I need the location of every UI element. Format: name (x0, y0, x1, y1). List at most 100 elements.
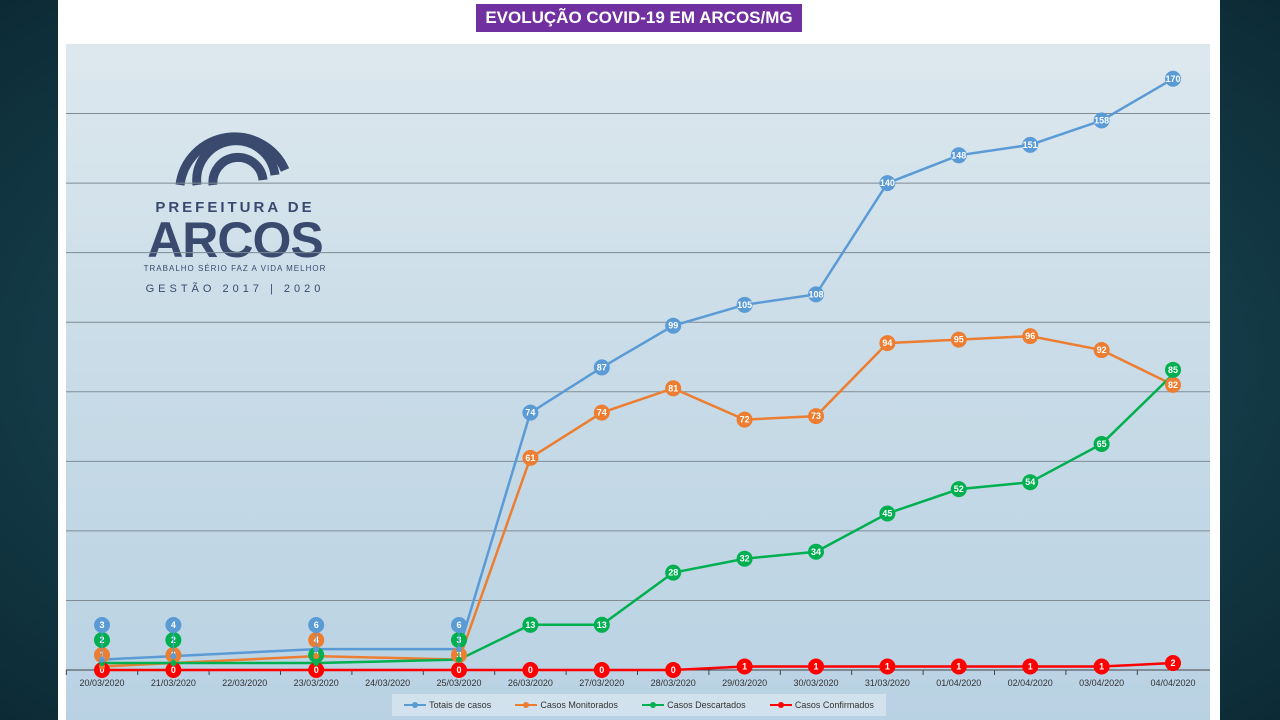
x-tick-label: 29/03/2020 (722, 678, 767, 688)
legend-swatch (642, 702, 665, 708)
data-label-badge (665, 380, 682, 397)
data-label-badge (1165, 70, 1181, 87)
x-tick-label: 02/04/2020 (1008, 678, 1053, 688)
data-label-badge (593, 404, 610, 421)
data-label: 151 (1023, 140, 1038, 150)
data-label: 82 (1168, 380, 1178, 390)
data-label-badge (308, 662, 325, 678)
data-label-badge (1165, 376, 1181, 393)
data-label-badge (665, 564, 682, 581)
data-label: 96 (1025, 331, 1035, 341)
x-tick-label: 03/04/2020 (1079, 678, 1124, 688)
data-label: 54 (1025, 477, 1035, 487)
data-label-badge (808, 286, 824, 303)
legend-item: Casos Monitorados (515, 700, 618, 710)
data-label: 0 (99, 665, 104, 675)
data-label: 0 (314, 665, 319, 675)
data-label-badge (165, 662, 182, 678)
data-label: 0 (528, 665, 533, 675)
data-label-badge (451, 662, 467, 678)
data-label-badge (1022, 474, 1039, 491)
data-label-badge (950, 147, 967, 164)
data-label: 1 (742, 662, 747, 672)
data-label: 140 (880, 178, 895, 188)
data-label-badge (1093, 342, 1110, 359)
data-label-badge (522, 449, 539, 466)
data-label-badge (593, 662, 610, 678)
data-label: 99 (668, 321, 678, 331)
legend-label: Casos Monitorados (540, 700, 618, 710)
data-label-badge (879, 175, 896, 192)
logo-line4: GESTÃO 2017 | 2020 (145, 283, 325, 295)
data-label-badge (94, 662, 110, 678)
data-label: 81 (668, 383, 678, 393)
data-label: 34 (811, 547, 821, 557)
data-label-badge (593, 359, 610, 376)
wifi-arcs-icon (175, 132, 290, 186)
data-label: 74 (525, 408, 535, 418)
legend-swatch (404, 702, 427, 708)
x-tick-label: 28/03/2020 (651, 678, 696, 688)
data-label-badge (808, 543, 824, 560)
legend-label: Casos Descartados (667, 700, 746, 710)
data-label: 6 (314, 620, 319, 630)
legend-item: Casos Descartados (642, 700, 746, 710)
x-tick-label: 21/03/2020 (151, 678, 196, 688)
legend-swatch (769, 702, 792, 708)
data-label-badge (1165, 361, 1181, 378)
data-label-badge (94, 617, 110, 633)
data-label: 6 (456, 620, 461, 630)
data-label-badge (1022, 658, 1039, 675)
data-label: 65 (1097, 439, 1107, 449)
data-label-badge (736, 296, 753, 313)
data-label: 2 (1170, 658, 1175, 668)
data-label-badge (950, 331, 967, 348)
data-label: 87 (597, 362, 607, 372)
data-label: 13 (525, 620, 535, 630)
data-label: 13 (597, 620, 607, 630)
data-label-badge (879, 335, 896, 352)
data-label: 92 (1097, 345, 1107, 355)
data-label-badge (808, 658, 824, 675)
data-label: 95 (954, 335, 964, 345)
data-label: 73 (811, 411, 821, 421)
data-label: 32 (740, 554, 750, 564)
data-label-badge (1022, 328, 1039, 345)
legend-label: Casos Confirmados (794, 700, 874, 710)
data-label: 61 (525, 453, 535, 463)
data-label-badge (736, 550, 753, 567)
x-tick-label: 27/03/2020 (579, 678, 624, 688)
data-label-badge (451, 617, 467, 633)
data-label: 1 (956, 662, 961, 672)
data-label-badge (950, 658, 967, 675)
data-label-badge (1165, 655, 1181, 672)
data-label-badge (665, 662, 682, 678)
data-label-badge (736, 658, 753, 675)
data-label-badge (665, 317, 682, 334)
x-tick-label: 23/03/2020 (294, 678, 339, 688)
data-label-badge (308, 617, 325, 633)
data-label: 4 (171, 620, 176, 630)
data-label-badge (1022, 136, 1039, 153)
data-label: 0 (171, 665, 176, 675)
data-label-badge (165, 617, 182, 633)
data-label-badge (522, 662, 539, 678)
prefeitura-logo: PREFEITURA DE ARCOS TRABALHO SÉRIO FAZ A… (135, 110, 335, 295)
x-tick-label: 04/04/2020 (1150, 678, 1195, 688)
logo-line2: ARCOS (147, 212, 324, 268)
data-label-badge (808, 408, 824, 425)
series-line-1 (101, 334, 1174, 668)
series-line-3 (102, 661, 1174, 672)
logo-line3: TRABALHO SÉRIO FAZ A VIDA MELHOR (143, 264, 327, 273)
data-label-badge (522, 404, 539, 421)
series-line-2 (102, 373, 1174, 665)
data-label: 85 (1168, 365, 1178, 375)
data-label-badge (522, 616, 539, 633)
data-label: 0 (456, 665, 461, 675)
data-label: 1 (1099, 662, 1104, 672)
data-label: 0 (671, 665, 676, 675)
data-label-badge (1093, 112, 1110, 129)
data-label: 28 (668, 568, 678, 578)
legend-swatch (515, 702, 538, 708)
data-label: 72 (740, 415, 750, 425)
